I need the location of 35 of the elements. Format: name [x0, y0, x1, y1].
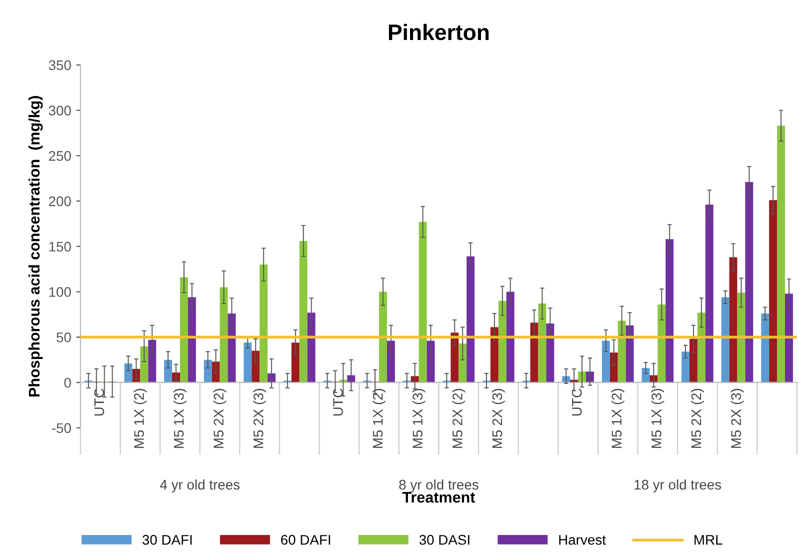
y-tick-label: 100 [49, 287, 71, 297]
y-tick-label: -50 [52, 423, 71, 434]
x-tick-label: M5 2X (2) [452, 388, 466, 448]
x-tick-label: UTC [333, 388, 343, 416]
y-tick-label: 250 [49, 151, 71, 161]
x-tick-label: M5 2X (3) [730, 388, 744, 448]
y-tick-label: 300 [48, 106, 71, 116]
x-tick-label: M5 1X (2) [134, 388, 147, 448]
x-tick-label: M5 2X (2) [213, 388, 226, 448]
y-tick-label: 350 [48, 60, 71, 70]
x-axis-title: Treatment [402, 492, 476, 503]
x-tick-label: M5 1X (2) [611, 388, 624, 448]
legend-label: 30 DAFI [142, 534, 192, 545]
y-axis-title: Phosphorous acid concentration (mg/kg) [28, 96, 43, 396]
x-tick-label: UTC [94, 388, 104, 416]
x-tick-label: UTC [572, 388, 582, 416]
legend-label: 30 DASI [419, 534, 470, 545]
text: 18 yr old trees [634, 479, 722, 492]
x-tick-label: M5 2X (3) [492, 388, 505, 448]
x-tick-label: M5 1X (2) [372, 388, 386, 448]
x-tick-label: M5 2X (3) [253, 388, 266, 448]
text: 4 yr old trees [160, 479, 240, 492]
y-tick-label: 0 [64, 378, 71, 388]
y-tick-label: 50 [56, 332, 71, 342]
legend-label: MRL [694, 535, 722, 545]
chart-title: Pinkerton [388, 24, 489, 40]
legend-label: Harvest [559, 535, 606, 545]
x-tick-label: M5 2X (2) [690, 388, 704, 448]
x-tick-label: M5 1X (3) [412, 388, 426, 448]
text: 8 yr old trees [399, 479, 478, 492]
x-tick-label: M5 1X (3) [174, 388, 186, 448]
y-tick-label: 200 [49, 196, 71, 206]
x-tick-label: M5 1X (3) [651, 388, 664, 448]
y-tick-label: 150 [49, 242, 71, 252]
legend-label: 60 DAFI [281, 534, 330, 545]
